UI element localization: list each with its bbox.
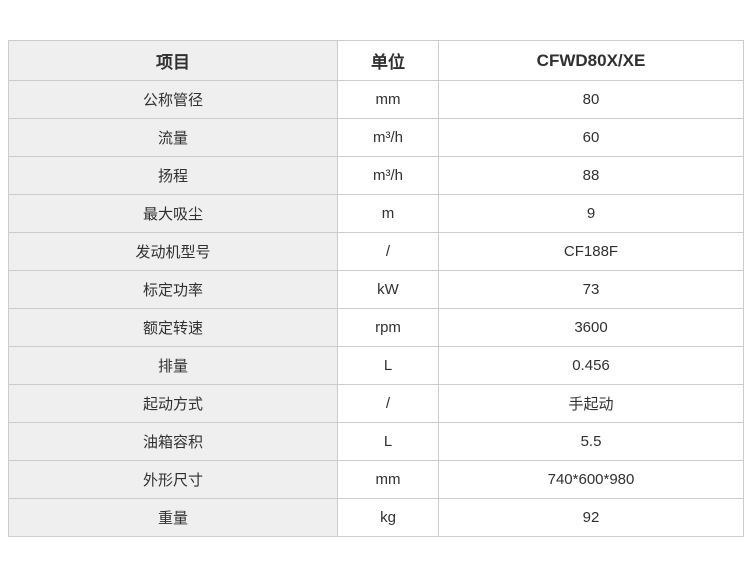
- unit-cell: rpm: [337, 308, 439, 347]
- spec-table: 项目 单位 CFWD80X/XE 公称管径 mm 80 流量 m³/h 60 扬…: [8, 40, 744, 537]
- spec-table-body: 公称管径 mm 80 流量 m³/h 60 扬程 m³/h 88 最大吸尘 m …: [8, 80, 744, 537]
- table-row: 标定功率 kW 73: [8, 270, 744, 309]
- value-cell: 73: [438, 270, 744, 309]
- table-row: 油箱容积 L 5.5: [8, 422, 744, 461]
- value-cell: 3600: [438, 308, 744, 347]
- item-cell: 排量: [8, 346, 338, 385]
- table-row: 起动方式 / 手起动: [8, 384, 744, 423]
- table-row: 重量 kg 92: [8, 498, 744, 537]
- item-cell: 外形尺寸: [8, 460, 338, 499]
- value-cell: 740*600*980: [438, 460, 744, 499]
- table-row: 外形尺寸 mm 740*600*980: [8, 460, 744, 499]
- unit-cell: mm: [337, 460, 439, 499]
- value-cell: 手起动: [438, 384, 744, 423]
- col-header-unit: 单位: [337, 40, 439, 81]
- spec-table-header: 项目 单位 CFWD80X/XE: [8, 40, 744, 81]
- item-cell: 标定功率: [8, 270, 338, 309]
- col-header-item: 项目: [8, 40, 338, 81]
- item-cell: 油箱容积: [8, 422, 338, 461]
- value-cell: 88: [438, 156, 744, 195]
- value-cell: 5.5: [438, 422, 744, 461]
- item-cell: 最大吸尘: [8, 194, 338, 233]
- item-cell: 重量: [8, 498, 338, 537]
- value-cell: 60: [438, 118, 744, 157]
- value-cell: 0.456: [438, 346, 744, 385]
- unit-cell: kg: [337, 498, 439, 537]
- table-row: 最大吸尘 m 9: [8, 194, 744, 233]
- header-row: 项目 单位 CFWD80X/XE: [8, 40, 744, 81]
- table-row: 流量 m³/h 60: [8, 118, 744, 157]
- unit-cell: m³/h: [337, 118, 439, 157]
- unit-cell: /: [337, 384, 439, 423]
- table-row: 公称管径 mm 80: [8, 80, 744, 119]
- unit-cell: L: [337, 422, 439, 461]
- table-row: 排量 L 0.456: [8, 346, 744, 385]
- value-cell: 80: [438, 80, 744, 119]
- value-cell: 92: [438, 498, 744, 537]
- unit-cell: m³/h: [337, 156, 439, 195]
- item-cell: 起动方式: [8, 384, 338, 423]
- table-row: 扬程 m³/h 88: [8, 156, 744, 195]
- unit-cell: mm: [337, 80, 439, 119]
- table-row: 额定转速 rpm 3600: [8, 308, 744, 347]
- unit-cell: /: [337, 232, 439, 271]
- table-row: 发动机型号 / CF188F: [8, 232, 744, 271]
- value-cell: 9: [438, 194, 744, 233]
- value-cell: CF188F: [438, 232, 744, 271]
- item-cell: 额定转速: [8, 308, 338, 347]
- item-cell: 流量: [8, 118, 338, 157]
- col-header-model: CFWD80X/XE: [438, 40, 744, 81]
- item-cell: 公称管径: [8, 80, 338, 119]
- item-cell: 发动机型号: [8, 232, 338, 271]
- unit-cell: m: [337, 194, 439, 233]
- item-cell: 扬程: [8, 156, 338, 195]
- unit-cell: kW: [337, 270, 439, 309]
- unit-cell: L: [337, 346, 439, 385]
